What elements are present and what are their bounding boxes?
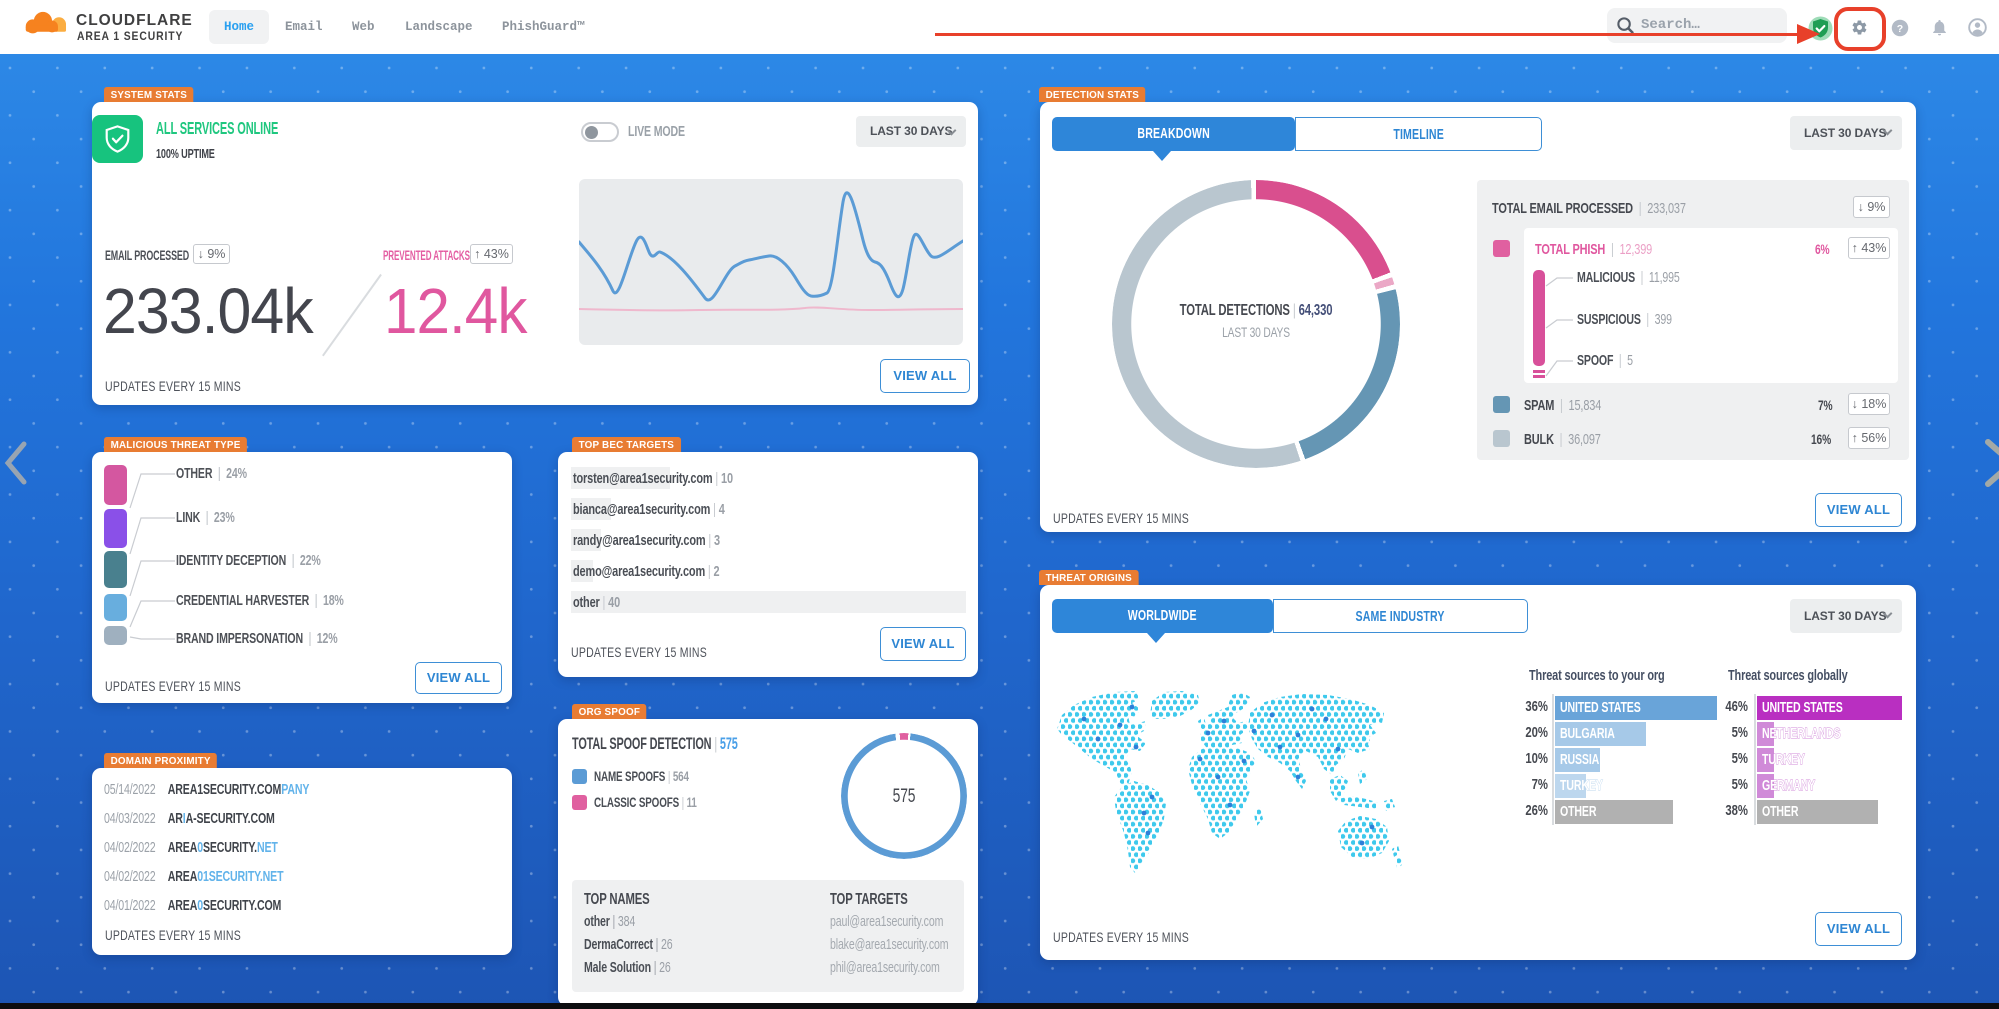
svg-text:?: ? <box>1897 23 1903 35</box>
